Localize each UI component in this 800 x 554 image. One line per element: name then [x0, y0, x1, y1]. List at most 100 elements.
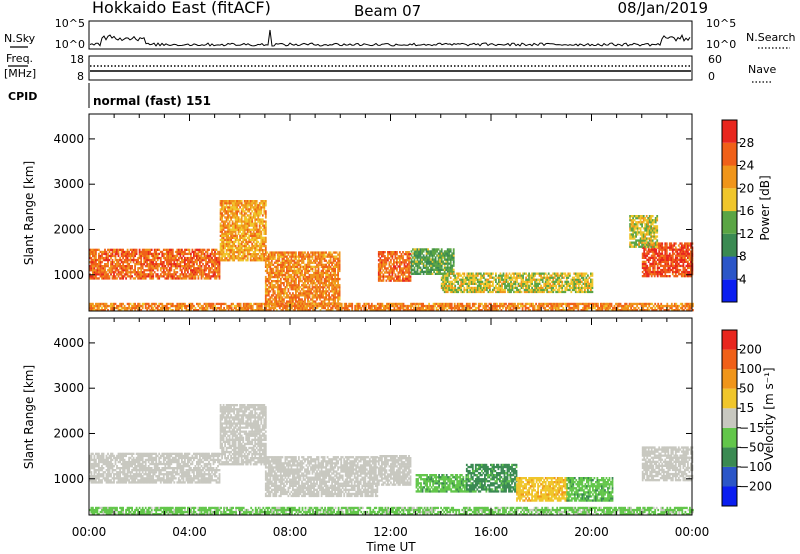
data-cell: [688, 248, 691, 251]
data-cell: [266, 255, 269, 258]
data-cell: [228, 259, 231, 262]
data-cell: [325, 265, 327, 268]
data-cell: [252, 206, 255, 209]
data-cell: [205, 250, 207, 254]
data-cell: [584, 282, 586, 285]
data-cell: [272, 286, 275, 289]
data-cell: [322, 265, 324, 268]
data-cell: [228, 246, 231, 250]
data-cell: [267, 300, 270, 303]
data-cell: [225, 251, 228, 254]
data-cell: [302, 257, 305, 260]
data-cell: [251, 246, 254, 250]
data-cell: [159, 258, 162, 262]
data-cell: [632, 227, 634, 230]
data-cell: [236, 255, 238, 258]
data-cell: [645, 227, 648, 230]
data-cell: [421, 260, 423, 263]
data-cell: [174, 271, 177, 274]
data-cell: [269, 253, 272, 256]
data-cell: [513, 286, 515, 290]
data-cell: [123, 267, 126, 270]
data-cell: [498, 284, 500, 287]
data-cell: [307, 257, 309, 260]
data-cell: [122, 275, 124, 278]
data-cell: [568, 274, 571, 277]
data-cell: [632, 225, 634, 228]
data-cell: [541, 276, 544, 279]
data-cell: [284, 255, 287, 258]
data-cell: [146, 261, 149, 264]
data-cell: [440, 256, 443, 259]
data-cell: [571, 282, 574, 285]
data-cell: [120, 269, 123, 272]
data-cell: [433, 268, 435, 271]
data-cell: [264, 292, 267, 295]
data-cell: [275, 282, 278, 285]
data-cell: [443, 252, 446, 255]
data-cell: [228, 200, 231, 203]
data-cell: [307, 263, 309, 266]
data-cell: [161, 254, 164, 258]
data-cell: [331, 255, 333, 258]
data-cell: [580, 276, 583, 279]
data-cell: [141, 263, 144, 266]
data-cell: [410, 258, 413, 261]
data-cell: [114, 275, 117, 278]
data-cell: [245, 238, 248, 242]
data-cell: [222, 224, 225, 227]
data-cell: [495, 272, 497, 275]
data-cell: [310, 261, 312, 264]
data-cell: [650, 227, 653, 230]
data-cell: [406, 263, 409, 266]
nsearch-tick-top: 10^5: [706, 17, 736, 30]
data-cell: [508, 290, 511, 294]
data-cell: [406, 251, 409, 254]
data-cell: [470, 280, 473, 283]
data-cell: [267, 261, 270, 264]
data-cell: [661, 250, 664, 253]
data-cell: [652, 264, 655, 268]
data-cell: [187, 267, 189, 270]
data-cell: [214, 258, 216, 262]
data-cell: [98, 254, 100, 258]
data-cell: [334, 280, 336, 283]
data-cell: [286, 267, 288, 271]
data-cell: [682, 258, 685, 261]
data-cell: [164, 277, 167, 280]
data-cell: [93, 254, 96, 258]
data-cell: [254, 253, 257, 256]
data-cell: [245, 218, 248, 221]
data-cell: [138, 252, 141, 256]
data-cell: [680, 270, 683, 274]
data-cell: [191, 258, 194, 262]
data-cell: [651, 239, 654, 242]
data-cell: [323, 298, 326, 301]
data-cell: [170, 267, 173, 270]
data-cell: [641, 256, 644, 259]
data-cell: [320, 265, 323, 268]
data-cell: [224, 200, 226, 203]
data-cell: [240, 228, 243, 231]
data-cell: [270, 255, 273, 258]
data-cell: [205, 275, 207, 278]
data-cell: [281, 292, 284, 295]
data-cell: [231, 228, 234, 231]
data-cell: [179, 248, 182, 251]
data-cell: [399, 267, 401, 270]
data-cell: [656, 252, 659, 255]
data-cell: [449, 290, 452, 294]
data-cell: [326, 304, 329, 307]
data-cell: [337, 263, 339, 266]
data-cell: [243, 236, 246, 239]
data-cell: [275, 275, 278, 279]
data-cell: [316, 269, 318, 273]
data-cell: [314, 304, 317, 307]
data-cell: [230, 218, 232, 221]
data-cell: [181, 258, 183, 262]
data-cell: [227, 224, 229, 227]
data-cell: [671, 268, 674, 272]
data-cell: [225, 220, 228, 223]
data-cell: [208, 248, 210, 251]
data-cell: [146, 263, 149, 266]
